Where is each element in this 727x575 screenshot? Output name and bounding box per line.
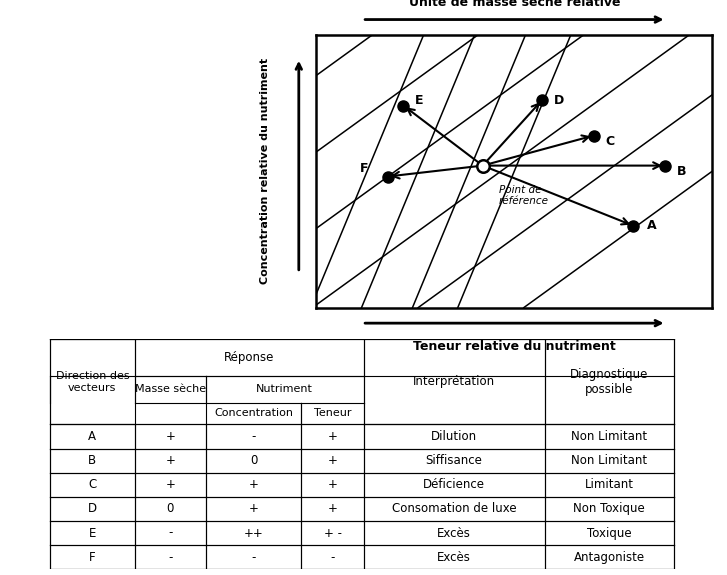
Text: -: - [331,551,335,564]
Text: D: D [554,94,564,106]
Text: Excès: Excès [437,551,471,564]
Text: -: - [168,551,172,564]
Text: +: + [249,478,259,491]
Text: F: F [360,162,369,175]
Text: Limitant: Limitant [585,478,633,491]
Text: Diagnostique
possible: Diagnostique possible [570,368,648,396]
Text: B: B [677,164,686,178]
Text: C: C [88,478,97,491]
Text: +: + [165,478,175,491]
Text: A: A [88,430,97,443]
Text: A: A [647,219,656,232]
Text: Dilution: Dilution [431,430,477,443]
Text: F: F [89,551,96,564]
Text: Non Toxique: Non Toxique [573,503,645,515]
Text: Point de
référence: Point de référence [499,185,548,206]
Text: E: E [415,94,424,106]
Text: Concentration relative du nutriment: Concentration relative du nutriment [260,58,270,284]
Text: +: + [165,430,175,443]
Text: C: C [606,135,614,148]
Text: +: + [249,503,259,515]
Text: -: - [168,527,172,539]
Text: -: - [252,551,256,564]
Text: Déficience: Déficience [423,478,485,491]
Text: 0: 0 [250,454,257,467]
Text: +: + [165,454,175,467]
Text: B: B [88,454,97,467]
Text: +: + [328,430,337,443]
Text: + -: + - [324,527,342,539]
Text: 0: 0 [166,503,174,515]
Text: +: + [328,454,337,467]
Text: -: - [252,430,256,443]
Text: +: + [328,478,337,491]
Text: Teneur: Teneur [314,408,351,419]
Text: Réponse: Réponse [224,351,275,364]
Text: Interprétation: Interprétation [413,375,495,388]
Text: Excès: Excès [437,527,471,539]
Text: Concentration: Concentration [214,408,293,419]
Text: Direction des
vecteurs: Direction des vecteurs [55,371,129,393]
Text: ++: ++ [244,527,263,539]
Text: D: D [88,503,97,515]
Text: Teneur relative du nutriment: Teneur relative du nutriment [413,340,616,353]
Text: Nutriment: Nutriment [257,384,313,394]
Text: Non Limitant: Non Limitant [571,454,647,467]
Text: Siffisance: Siffisance [426,454,483,467]
Text: Unité de masse sèche relative: Unité de masse sèche relative [409,0,620,9]
Text: Consomation de luxe: Consomation de luxe [392,503,516,515]
Text: +: + [328,503,337,515]
Text: Antagoniste: Antagoniste [574,551,645,564]
Text: Non Limitant: Non Limitant [571,430,647,443]
Text: E: E [89,527,96,539]
Text: Masse sèche: Masse sèche [134,384,206,394]
Text: Toxique: Toxique [587,527,631,539]
